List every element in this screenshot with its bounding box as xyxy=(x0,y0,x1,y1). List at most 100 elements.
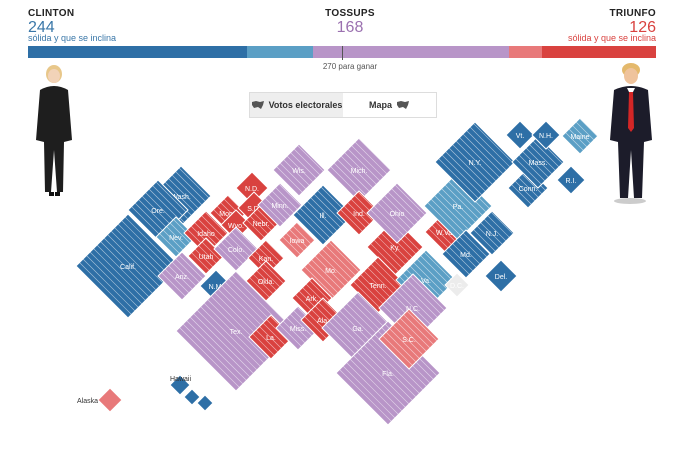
state-iowa[interactable]: Iowa xyxy=(278,221,316,259)
tile-line xyxy=(227,234,251,258)
state-sc[interactable]: S.C. xyxy=(378,308,440,370)
state-label: D.C. xyxy=(450,283,464,290)
tile-line xyxy=(389,328,420,359)
state-utah[interactable]: Utah xyxy=(187,237,225,275)
tile-line xyxy=(515,158,542,185)
tile-line xyxy=(263,263,284,284)
tile-line xyxy=(217,245,240,268)
state-label: Ohio xyxy=(390,211,405,218)
tile-line xyxy=(204,211,228,235)
state-label: Hawaii xyxy=(170,376,191,383)
tile-line xyxy=(159,233,180,254)
tile-line xyxy=(201,215,224,238)
tile-line xyxy=(406,279,442,315)
state-mich[interactable]: Mich. xyxy=(326,137,392,203)
tile-line xyxy=(321,248,353,280)
tile-line xyxy=(437,191,473,227)
state-maine[interactable]: Maine xyxy=(561,117,599,155)
tile-line xyxy=(289,313,313,337)
tile-line xyxy=(452,144,493,185)
tile-line xyxy=(518,154,546,182)
tile-line xyxy=(194,222,217,245)
tile-line xyxy=(182,323,244,385)
tile-line xyxy=(377,236,406,265)
tile-line xyxy=(370,263,400,293)
trump-portrait xyxy=(610,63,652,204)
tile-line xyxy=(79,262,132,315)
tile-line xyxy=(193,313,254,374)
tile-line xyxy=(483,218,507,242)
state-label: Pa. xyxy=(453,204,464,211)
state-ind[interactable]: Ind. xyxy=(336,190,382,236)
state-shape xyxy=(505,120,535,150)
tile-line xyxy=(197,218,221,242)
state-nh[interactable]: N.H. xyxy=(531,120,561,150)
win-threshold-marker xyxy=(342,46,343,60)
state-colo[interactable]: Colo. xyxy=(213,226,259,272)
state-dc[interactable]: D.C. xyxy=(444,272,470,298)
state-vt[interactable]: Vt. xyxy=(505,120,535,150)
tile-line xyxy=(271,190,295,214)
state-label: N.M. xyxy=(209,284,224,291)
tile-line xyxy=(430,198,466,234)
tile-line xyxy=(82,258,136,312)
tile-line xyxy=(487,215,510,238)
tab-electoral-votes[interactable]: Votos electorales xyxy=(250,93,343,117)
tile-line xyxy=(382,335,413,366)
bar-segment-trump-lean xyxy=(509,46,542,58)
tile-line xyxy=(349,358,403,412)
tile-line xyxy=(403,283,438,318)
state-ariz[interactable]: Ariz. xyxy=(157,251,207,301)
state-minn[interactable]: Minn. xyxy=(257,182,303,228)
state-calif[interactable]: Calif. xyxy=(75,213,181,319)
tile-line xyxy=(299,207,331,239)
tile-line xyxy=(196,309,258,371)
state-label: Mich. xyxy=(351,168,368,175)
state-hawaii[interactable]: Hawaii xyxy=(169,374,191,396)
tile-line xyxy=(131,206,162,237)
state-md[interactable]: Md. xyxy=(441,229,491,279)
us-map-icon xyxy=(397,101,409,109)
bar-segment-clinton-solid xyxy=(28,46,247,58)
tile-line xyxy=(124,216,178,270)
state-label: W.Va. xyxy=(436,230,454,237)
clinton-header: CLINTON xyxy=(28,8,75,19)
tile-line xyxy=(310,197,341,228)
tile-line xyxy=(189,316,251,378)
state-ohio[interactable]: Ohio xyxy=(366,182,428,244)
tab-map[interactable]: Mapa xyxy=(343,93,436,117)
tile-line xyxy=(448,181,483,216)
state-ny[interactable]: N.Y. xyxy=(434,121,516,203)
state-mass[interactable]: Mass. xyxy=(511,135,565,189)
state-del[interactable]: Del. xyxy=(484,259,518,293)
state-shape xyxy=(444,272,470,298)
state-label: Utah xyxy=(199,254,214,261)
state-alaska[interactable]: Alaska xyxy=(77,387,123,413)
state-label: Kan. xyxy=(259,256,273,263)
clinton-subtitle: sólida y que se inclina xyxy=(28,33,117,43)
tile-line xyxy=(413,262,444,293)
tile-line xyxy=(373,205,405,237)
state-label: Tenn. xyxy=(369,283,386,290)
tile-line xyxy=(529,144,556,171)
tile-line xyxy=(292,225,312,245)
state-nj[interactable]: N.J. xyxy=(469,210,515,256)
state-ill[interactable]: Ill. xyxy=(292,184,354,246)
tile-line xyxy=(360,348,413,401)
tile-line xyxy=(473,229,496,252)
state-shape xyxy=(97,387,123,413)
tile-line xyxy=(521,173,543,195)
view-toggle: Votos electorales Mapa xyxy=(249,92,437,118)
state-label: Ind. xyxy=(353,211,365,218)
state-wis[interactable]: Wis. xyxy=(272,143,326,197)
tile-line xyxy=(427,202,462,237)
tile-line xyxy=(370,243,399,272)
state-shape xyxy=(257,182,303,228)
state-label: Vt. xyxy=(516,133,525,140)
tile-line xyxy=(353,281,382,310)
tile-line xyxy=(387,191,419,223)
tile-line xyxy=(311,259,342,290)
state-ri[interactable]: R.I. xyxy=(556,165,586,195)
state-label: Ore. xyxy=(151,208,165,215)
tile-line xyxy=(201,241,221,261)
